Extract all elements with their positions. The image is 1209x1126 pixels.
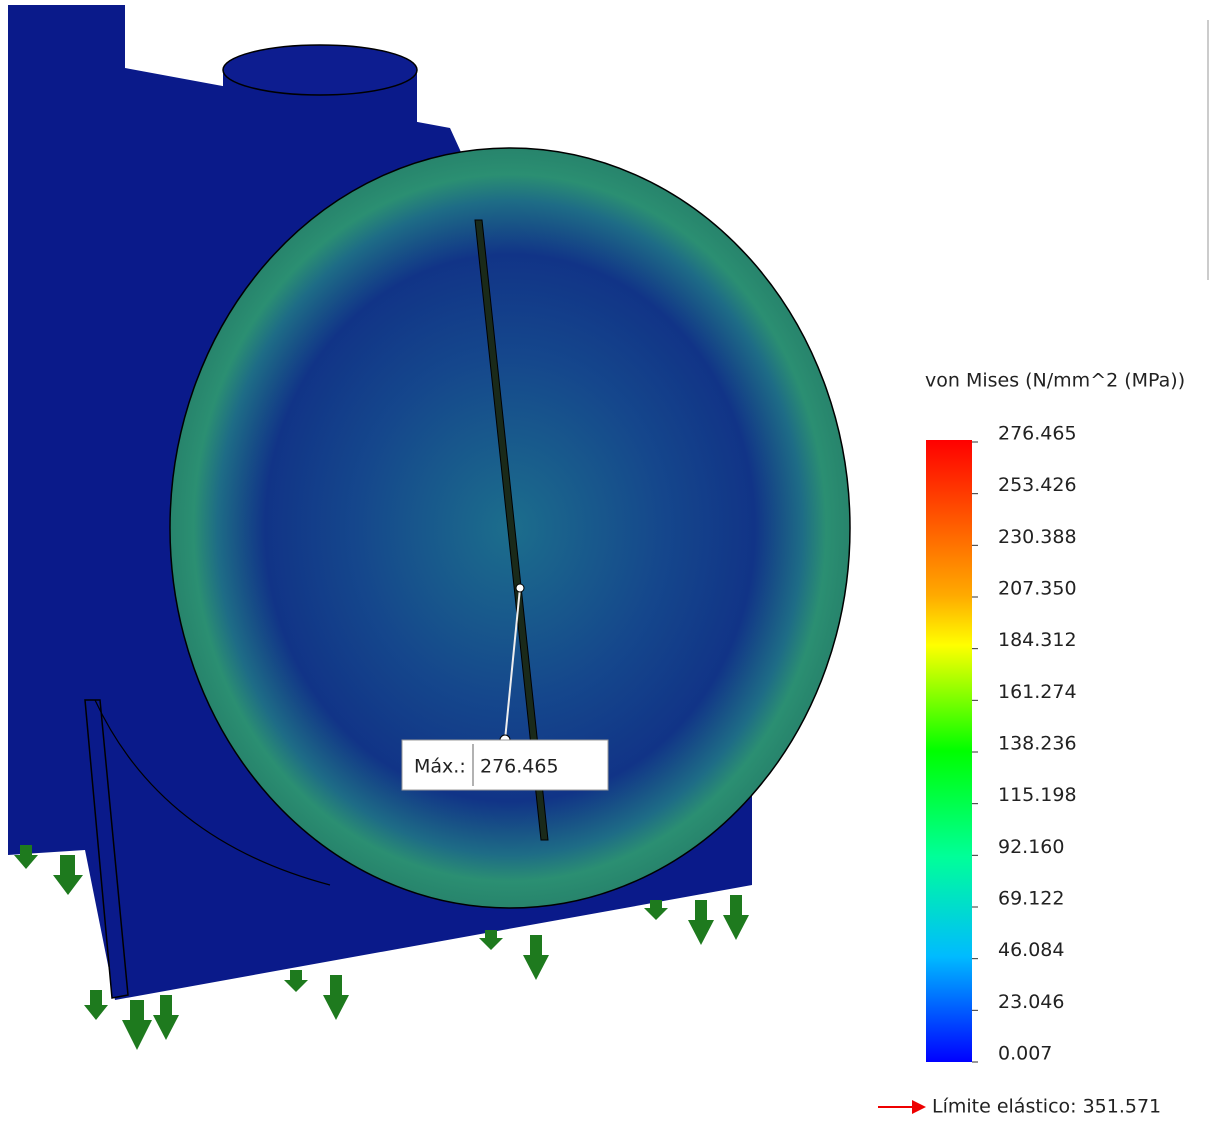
probe-label: Máx.: <box>414 756 466 778</box>
model <box>8 5 850 1000</box>
legend-label: 115.198 <box>998 784 1077 806</box>
color-bar <box>926 440 972 1062</box>
probe-callout: Máx.: 276.465 <box>402 740 608 790</box>
legend-labels: 276.465 253.426 230.388 207.350 184.312 161.2… <box>972 423 1077 1065</box>
screen: Máx.: 276.465 von Mises (N/mm^2 (MPa)) 2… <box>0 0 1209 1122</box>
legend-label: 276.465 <box>998 423 1077 445</box>
legend-label: 184.312 <box>998 629 1077 651</box>
legend-label: 207.350 <box>998 578 1077 600</box>
legend-label: 230.388 <box>998 526 1077 548</box>
legend-label: 0.007 <box>998 1043 1052 1065</box>
legend-label: 69.122 <box>998 888 1064 910</box>
legend-label: 92.160 <box>998 836 1064 858</box>
legend-label: 161.274 <box>998 681 1077 703</box>
legend-title: von Mises (N/mm^2 (MPa)) <box>925 370 1185 392</box>
legend-label: 138.236 <box>998 733 1077 755</box>
yield-label: Límite elástico: 351.571 <box>932 1096 1161 1118</box>
legend-label: 46.084 <box>998 939 1064 961</box>
legend-label: 253.426 <box>998 474 1077 496</box>
legend-label: 23.046 <box>998 991 1064 1013</box>
yield-indicator: Límite elástico: 351.571 <box>878 1096 1161 1118</box>
probe-value: 276.465 <box>480 756 559 778</box>
